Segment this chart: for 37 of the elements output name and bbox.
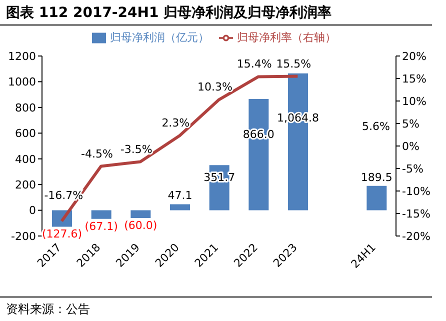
data-label: 15.5% (276, 57, 312, 70)
y-tick-label: 800 (15, 101, 36, 114)
y2-tick-label: 20% (402, 50, 426, 63)
chart-title: 图表 112 2017-24H1 归母净利润及归母净利润率 (0, 0, 432, 26)
y-tick-label: 200 (15, 178, 36, 192)
y2-tick-label: -10% (402, 184, 430, 198)
y-tick-label: 1200 (8, 50, 36, 63)
data-label: 10.3% (198, 80, 232, 94)
legend-label: 归母净利润（亿元） (110, 31, 209, 44)
data-label: 15.4% (236, 58, 272, 71)
y2-tick-label: 5% (402, 117, 420, 130)
annotation: 5.6% (362, 120, 390, 133)
bar (130, 210, 151, 218)
bar (170, 204, 190, 210)
bar (366, 186, 387, 210)
text: 资料来源：公告 (0, 296, 432, 321)
y-tick-label: 400 (15, 152, 36, 166)
data-label: (67.1) (84, 220, 118, 233)
y2-tick-label: -20% (402, 230, 430, 243)
data-label: -3.5% (120, 142, 152, 156)
data-label: (127.6) (42, 228, 82, 241)
y-tick-label: 0 (29, 204, 36, 218)
y2-tick-label: 15% (402, 72, 426, 86)
data-label: -4.5% (81, 147, 113, 160)
y-tick-label: 1000 (8, 76, 36, 89)
y-tick-label: 600 (15, 127, 36, 140)
y-tick-label: -200 (11, 230, 36, 243)
bar (91, 210, 112, 219)
y2-tick-label: -15% (402, 207, 430, 220)
data-label: 189.5 (360, 170, 392, 184)
y2-tick-label: -5% (402, 162, 424, 176)
data-label: (60.0) (124, 219, 158, 232)
data-label: 47.1 (168, 189, 192, 202)
y2-tick-label: 0% (402, 140, 420, 153)
y2-tick-label: 10% (402, 94, 426, 108)
data-label: 2.3% (162, 116, 190, 130)
legend-label: 归母净利率（右轴） (237, 31, 336, 44)
